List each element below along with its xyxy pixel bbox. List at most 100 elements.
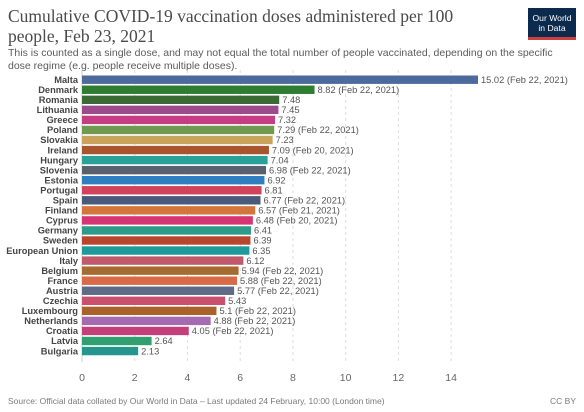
bar-row[interactable]: Romania 7.48	[39, 95, 301, 105]
category-label: Cyprus	[46, 216, 78, 226]
bar[interactable]	[82, 246, 250, 255]
bar[interactable]	[82, 306, 217, 316]
bar-row[interactable]: Portugal 6.81	[40, 185, 282, 195]
value-label: 6.57 (Feb 21, 2021)	[258, 206, 340, 216]
category-label: Denmark	[38, 85, 79, 95]
bar-row[interactable]: Greece 7.32	[46, 115, 296, 125]
bar[interactable]	[82, 216, 253, 225]
bar-row[interactable]: Slovakia 7.23	[40, 135, 293, 145]
category-label: Romania	[39, 95, 79, 105]
source-note: Source: Official data collated by Our Wo…	[8, 396, 385, 406]
bar[interactable]	[82, 266, 239, 275]
bar-row[interactable]: Slovenia 6.98 (Feb 22, 2021)	[40, 165, 351, 175]
bar[interactable]	[82, 286, 235, 295]
bar[interactable]	[82, 346, 139, 356]
bar-row[interactable]: Netherlands 4.88 (Feb 22, 2021)	[24, 316, 295, 326]
value-label: 6.98 (Feb 22, 2021)	[269, 165, 351, 175]
bar-row[interactable]: Czechia 5.43	[43, 296, 246, 306]
x-tick-label: 6	[237, 372, 243, 384]
category-label: Poland	[47, 125, 78, 135]
bar[interactable]	[82, 115, 275, 125]
value-label: 5.77 (Feb 22, 2021)	[237, 286, 319, 296]
bar-row[interactable]: Croatia 4.05 (Feb 22, 2021)	[46, 326, 273, 336]
bar-row[interactable]: Sweden 6.39	[43, 236, 272, 246]
bar[interactable]	[82, 186, 262, 195]
bar-row[interactable]: Denmark 8.82 (Feb 22, 2021)	[38, 85, 399, 95]
bar[interactable]	[82, 226, 251, 235]
category-label: Estonia	[44, 175, 78, 185]
bar-row[interactable]: Poland 7.29 (Feb 22, 2021)	[47, 125, 359, 135]
bar-row[interactable]: France 5.88 (Feb 22, 2021)	[48, 276, 322, 286]
bar[interactable]	[82, 236, 251, 245]
logo-line-1: Our World	[532, 13, 572, 23]
value-label: 6.41	[254, 226, 272, 236]
category-label: Lithuania	[37, 105, 79, 115]
license-link[interactable]: CC BY	[550, 396, 576, 406]
bar[interactable]	[82, 165, 267, 175]
bar[interactable]	[82, 75, 478, 84]
category-label: Spain	[53, 196, 79, 206]
owid-logo[interactable]: Our World in Data	[528, 8, 576, 40]
bar[interactable]	[82, 256, 244, 265]
value-label: 5.1 (Feb 22, 2021)	[219, 306, 296, 316]
bar-row[interactable]: Spain 6.77 (Feb 22, 2021)	[53, 196, 345, 206]
value-label: 5.88 (Feb 22, 2021)	[240, 276, 322, 286]
bar[interactable]	[82, 316, 211, 326]
bar-row[interactable]: Malta 15.02 (Feb 22, 2021)	[54, 75, 568, 85]
category-label: Slovakia	[40, 135, 79, 145]
value-label: 4.88 (Feb 22, 2021)	[214, 316, 296, 326]
value-label: 15.02 (Feb 22, 2021)	[481, 75, 568, 85]
bar-row[interactable]: Bulgaria 2.13	[41, 346, 159, 356]
bar-row[interactable]: Estonia 6.92	[44, 175, 285, 185]
value-label: 6.77 (Feb 22, 2021)	[263, 196, 345, 206]
bar[interactable]	[82, 336, 152, 346]
bar-row[interactable]: Lithuania 7.45	[37, 105, 300, 115]
x-tick-label: 4	[185, 372, 191, 384]
value-label: 7.32	[278, 115, 296, 125]
bar[interactable]	[82, 326, 189, 336]
value-label: 2.64	[155, 336, 173, 346]
category-label: Czechia	[43, 296, 79, 306]
value-label: 5.43	[228, 296, 246, 306]
bar[interactable]	[82, 155, 268, 165]
bar[interactable]	[82, 196, 261, 205]
logo-accent-bar	[528, 37, 576, 40]
bar-row[interactable]: Finland 6.57 (Feb 21, 2021)	[45, 206, 340, 216]
value-label: 8.82 (Feb 22, 2021)	[318, 85, 400, 95]
bar[interactable]	[82, 125, 275, 135]
bar[interactable]	[82, 276, 238, 285]
value-label: 6.92	[267, 175, 285, 185]
bar[interactable]	[82, 296, 226, 305]
bar-row[interactable]: Germany 6.41	[38, 226, 272, 236]
category-label: Portugal	[40, 185, 78, 195]
x-axis: 0 2 4 6 8 10 12 14	[79, 372, 457, 384]
category-label: Netherlands	[24, 316, 78, 326]
bar-row[interactable]: Belgium 5.94 (Feb 22, 2021)	[41, 266, 323, 276]
bar-row[interactable]: Italy 6.12	[59, 256, 264, 266]
bar-row[interactable]: Luxembourg 5.1 (Feb 22, 2021)	[22, 306, 296, 316]
bar[interactable]	[82, 176, 265, 185]
value-label: 6.35	[252, 246, 270, 256]
bar[interactable]	[82, 105, 279, 115]
category-label: European Union	[6, 246, 78, 256]
bar[interactable]	[82, 145, 269, 155]
bar[interactable]	[82, 95, 280, 104]
bar[interactable]	[82, 135, 273, 145]
bar-row[interactable]: Hungary 7.04	[40, 155, 288, 165]
bar[interactable]	[82, 206, 256, 215]
bar-row[interactable]: Latvia 2.64	[51, 336, 173, 346]
value-label: 2.13	[141, 346, 159, 356]
bar-row[interactable]: European Union 6.35	[6, 246, 270, 256]
category-label: Greece	[46, 115, 78, 125]
x-tick-label: 12	[393, 372, 405, 384]
chart-title: Cumulative COVID-19 vaccination doses ad…	[8, 6, 454, 46]
category-label: Austria	[46, 286, 79, 296]
bar[interactable]	[82, 85, 315, 94]
category-label: Belgium	[41, 266, 78, 276]
chart-bars: Malta 15.02 (Feb 22, 2021) Denmark 8.82 (Fe…	[6, 75, 568, 356]
bar-row[interactable]: Austria 5.77 (Feb 22, 2021)	[46, 286, 319, 296]
bar-row[interactable]: Ireland 7.09 (Feb 20, 2021)	[48, 145, 354, 155]
value-label: 4.05 (Feb 22, 2021)	[192, 326, 274, 336]
bar-row[interactable]: Cyprus 6.48 (Feb 20, 2021)	[46, 216, 338, 226]
